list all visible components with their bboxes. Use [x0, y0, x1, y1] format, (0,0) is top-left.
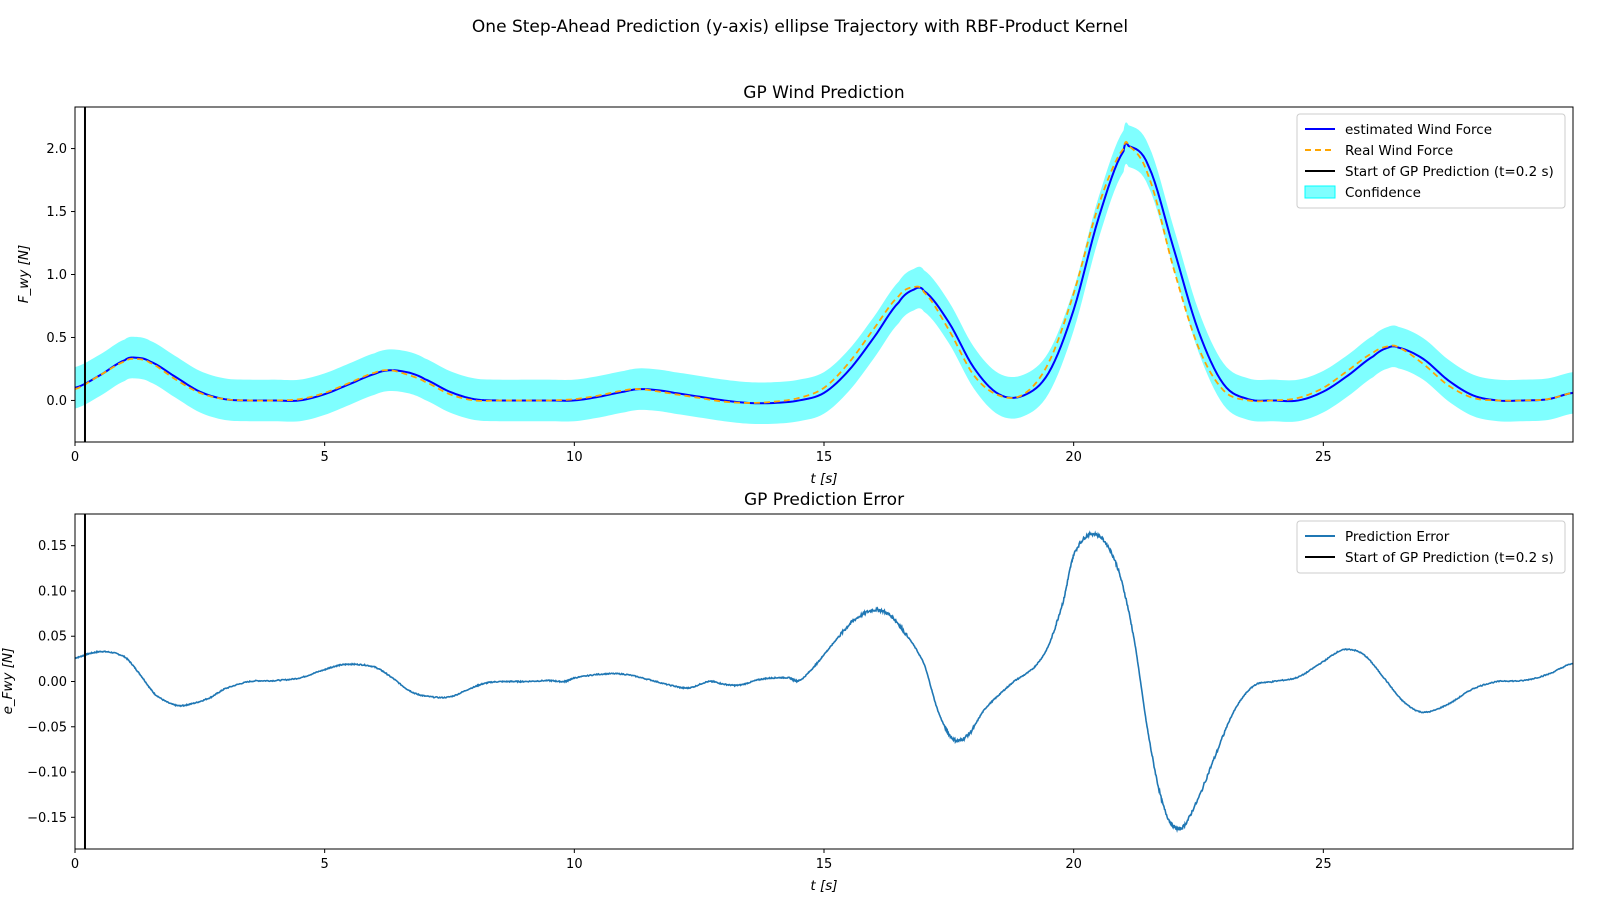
wind-prediction-ytick-label: 0.0: [46, 394, 67, 409]
wind-prediction-ytick-label: 1.0: [46, 268, 67, 283]
estimated-wind-force-line: [75, 142, 1573, 405]
wind-prediction-xtick-label: 5: [321, 450, 329, 465]
prediction-error-title: GP Prediction Error: [744, 490, 904, 510]
wind-prediction-legend: estimated Wind Force Real Wind Force Start…: [1296, 113, 1566, 209]
wind-prediction-ylabel: F_wy [N]: [16, 245, 32, 303]
prediction-error-xtick-label: 20: [1065, 857, 1082, 872]
prediction-error-ytick-label: 0.10: [38, 584, 67, 599]
wind-prediction-axes: GP Wind Prediction 0 5 10 15 20 25 0.0 0.5 1.0 1…: [16, 83, 1574, 487]
prediction-error-ytick-label: −0.05: [27, 720, 67, 735]
prediction-error-ytick-label: −0.15: [27, 811, 67, 826]
wind-prediction-legend-box: [1296, 113, 1566, 209]
prediction-error-xtick-label: 15: [816, 857, 833, 872]
wind-prediction-xtick-label: 20: [1065, 450, 1082, 465]
prediction-error-axes: GP Prediction Error 0 5 10 15 20 25 0.150.100…: [0, 490, 1574, 894]
prediction-error-legend-box: [1296, 520, 1566, 574]
legend-confidence-handle: [1304, 185, 1336, 199]
real-wind-force-line: [75, 140, 1573, 404]
wind-prediction-xlabel: t [s]: [810, 471, 837, 487]
legend-confidence-label: Confidence: [1345, 185, 1421, 201]
wind-prediction-plot-area: [75, 107, 1573, 442]
prediction-error-xtick-label: 25: [1315, 857, 1332, 872]
wind-prediction-yticks: 0.0 0.5 1.0 1.5 2.0: [46, 142, 75, 409]
legend-error-label: Prediction Error: [1345, 529, 1450, 545]
prediction-error-legend: Prediction Error Start of GP Prediction (…: [1296, 520, 1566, 574]
wind-prediction-xtick-label: 0: [71, 450, 79, 465]
wind-prediction-title: GP Wind Prediction: [743, 83, 904, 103]
wind-prediction-xtick-label: 25: [1315, 450, 1332, 465]
prediction-error-xlabel: t [s]: [810, 878, 837, 894]
prediction-error-plot-area: [75, 514, 1573, 849]
legend-start-label: Start of GP Prediction (t=0.2 s): [1345, 550, 1554, 566]
prediction-error-xtick-label: 0: [71, 857, 79, 872]
wind-prediction-xtick-label: 15: [816, 450, 833, 465]
prediction-error-ytick-label: 0.00: [38, 675, 67, 690]
wind-prediction-ytick-label: 0.5: [46, 331, 67, 346]
wind-prediction-ytick-label: 1.5: [46, 205, 67, 220]
prediction-error-ytick-label: 0.05: [38, 630, 67, 645]
prediction-error-xtick-label: 5: [321, 857, 329, 872]
prediction-error-ylabel: e_Fwy [N]: [0, 648, 16, 715]
legend-estimated-label: estimated Wind Force: [1345, 122, 1492, 138]
prediction-error-xtick-label: 10: [566, 857, 583, 872]
figure-suptitle: One Step-Ahead Prediction (y-axis) ellip…: [472, 17, 1128, 37]
wind-prediction-xticks: 0 5 10 15 20 25: [71, 442, 1332, 465]
prediction-error-ytick-label: −0.10: [27, 766, 67, 781]
wind-prediction-ytick-label: 2.0: [46, 142, 67, 157]
legend-start-label: Start of GP Prediction (t=0.2 s): [1345, 164, 1554, 180]
prediction-error-xticks: 0 5 10 15 20 25: [71, 849, 1332, 872]
prediction-error-line: [75, 530, 1573, 834]
wind-prediction-xtick-label: 10: [566, 450, 583, 465]
legend-real-label: Real Wind Force: [1345, 143, 1453, 159]
prediction-error-ytick-label: 0.15: [38, 539, 67, 554]
prediction-error-yticks: 0.15 0.10 0.05 0.00 −0.05 −0.10 −0.15: [27, 539, 75, 826]
